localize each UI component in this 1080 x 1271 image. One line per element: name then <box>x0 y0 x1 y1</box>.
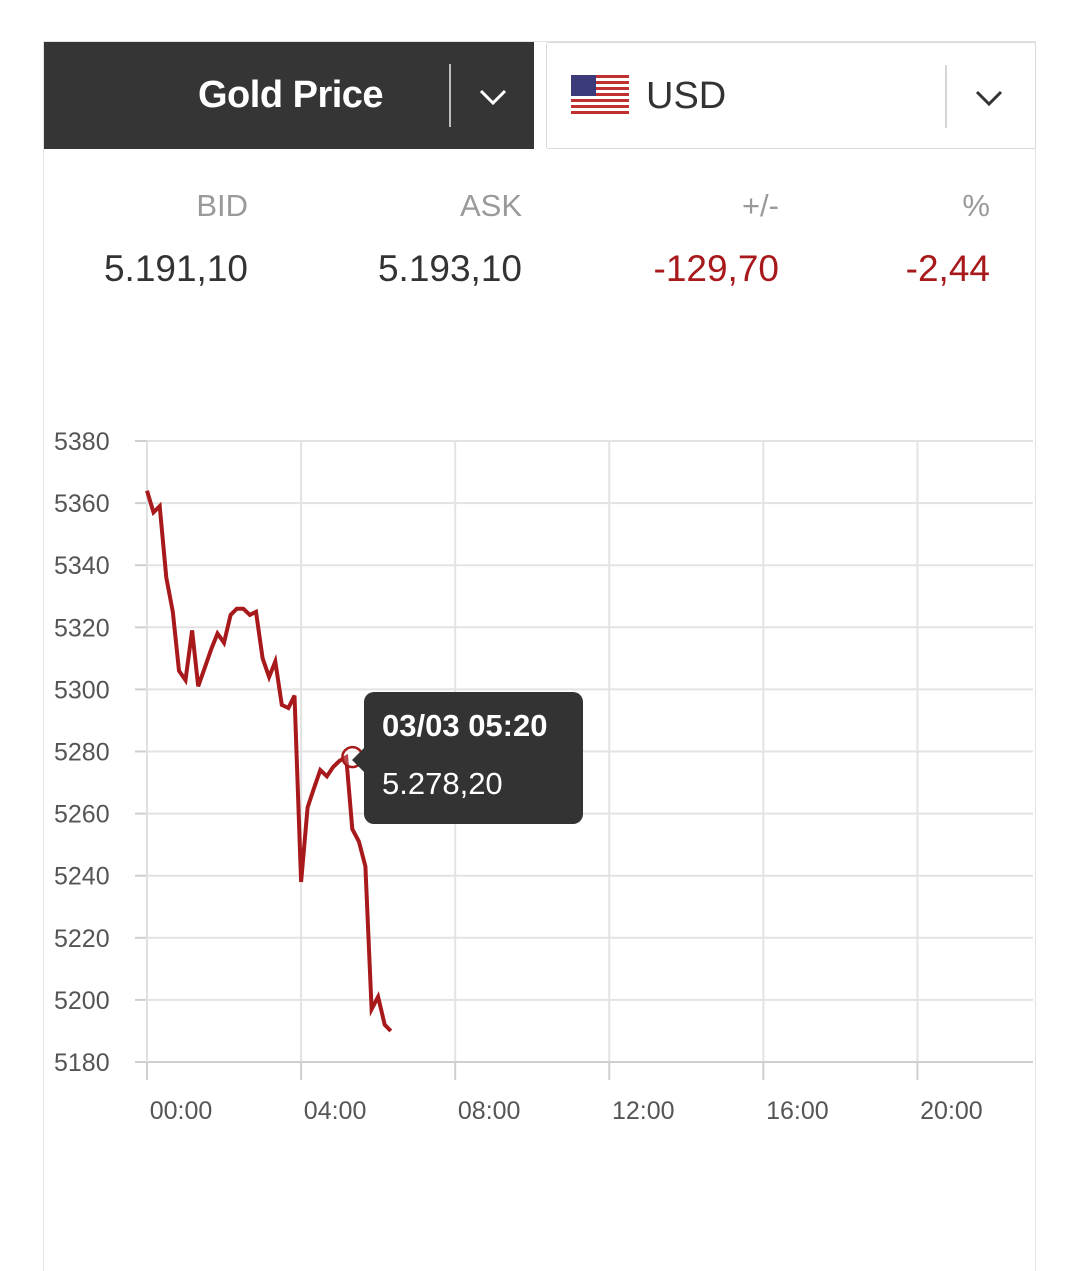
y-tick-label: 5340 <box>54 552 110 580</box>
x-tick-label: 12:00 <box>612 1097 675 1125</box>
price-line <box>145 490 393 1033</box>
selector-divider <box>945 65 947 128</box>
change-block: +/- -129,70 <box>559 186 780 294</box>
us-flag-icon <box>571 75 629 114</box>
y-axis-ticks: 5180 5200 5220 5240 5260 5280 5300 5320 5340 5360… <box>54 428 110 1077</box>
y-tick-label: 5220 <box>54 925 110 953</box>
currency-label: USD <box>646 75 727 117</box>
ask-header: ASK <box>459 188 522 223</box>
change-value: -129,70 <box>653 248 780 289</box>
x-tick-label: 16:00 <box>766 1097 829 1125</box>
change-header: +/- <box>741 188 779 223</box>
chart-tooltip: 03/03 05:20 5.278,20 <box>352 692 583 824</box>
y-tick-label: 5320 <box>54 614 110 642</box>
percent-value: -2,44 <box>905 248 990 289</box>
y-tick-label: 5300 <box>54 676 110 704</box>
percent-block: % -2,44 <box>830 186 990 294</box>
x-tick-label: 00:00 <box>150 1097 213 1125</box>
bid-value: 5.191,10 <box>103 248 248 289</box>
bid-header: BID <box>196 188 248 223</box>
y-tick-label: 5240 <box>54 863 110 891</box>
selector-divider <box>449 64 451 127</box>
ask-block: ASK 5.193,10 <box>302 186 522 294</box>
chevron-down-icon[interactable] <box>972 81 1006 115</box>
currency-selector[interactable]: USD <box>546 42 1036 149</box>
y-tick-label: 5200 <box>54 987 110 1015</box>
tooltip-date: 03/03 05:20 <box>382 708 548 743</box>
x-axis-ticks: 00:00 04:00 08:00 12:00 16:00 20:00 <box>150 1097 983 1125</box>
bid-block: BID 5.191,10 <box>48 186 248 294</box>
x-tick-label: 20:00 <box>920 1097 983 1125</box>
x-tick-label: 04:00 <box>304 1097 367 1125</box>
y-tick-label: 5380 <box>54 428 110 456</box>
ask-value: 5.193,10 <box>377 248 522 289</box>
y-tick-label: 5280 <box>54 739 110 767</box>
y-tick-label: 5260 <box>54 801 110 829</box>
y-tick-label: 5360 <box>54 490 110 518</box>
commodity-label: Gold Price <box>198 74 384 116</box>
percent-header: % <box>962 188 990 223</box>
chart-series <box>145 490 393 1033</box>
chart-grid <box>135 440 1033 1080</box>
commodity-selector[interactable]: Gold Price <box>44 42 534 149</box>
chevron-down-icon[interactable] <box>476 80 510 114</box>
tooltip-value: 5.278,20 <box>382 766 503 801</box>
y-tick-label: 5180 <box>54 1049 110 1077</box>
x-tick-label: 08:00 <box>458 1097 521 1125</box>
